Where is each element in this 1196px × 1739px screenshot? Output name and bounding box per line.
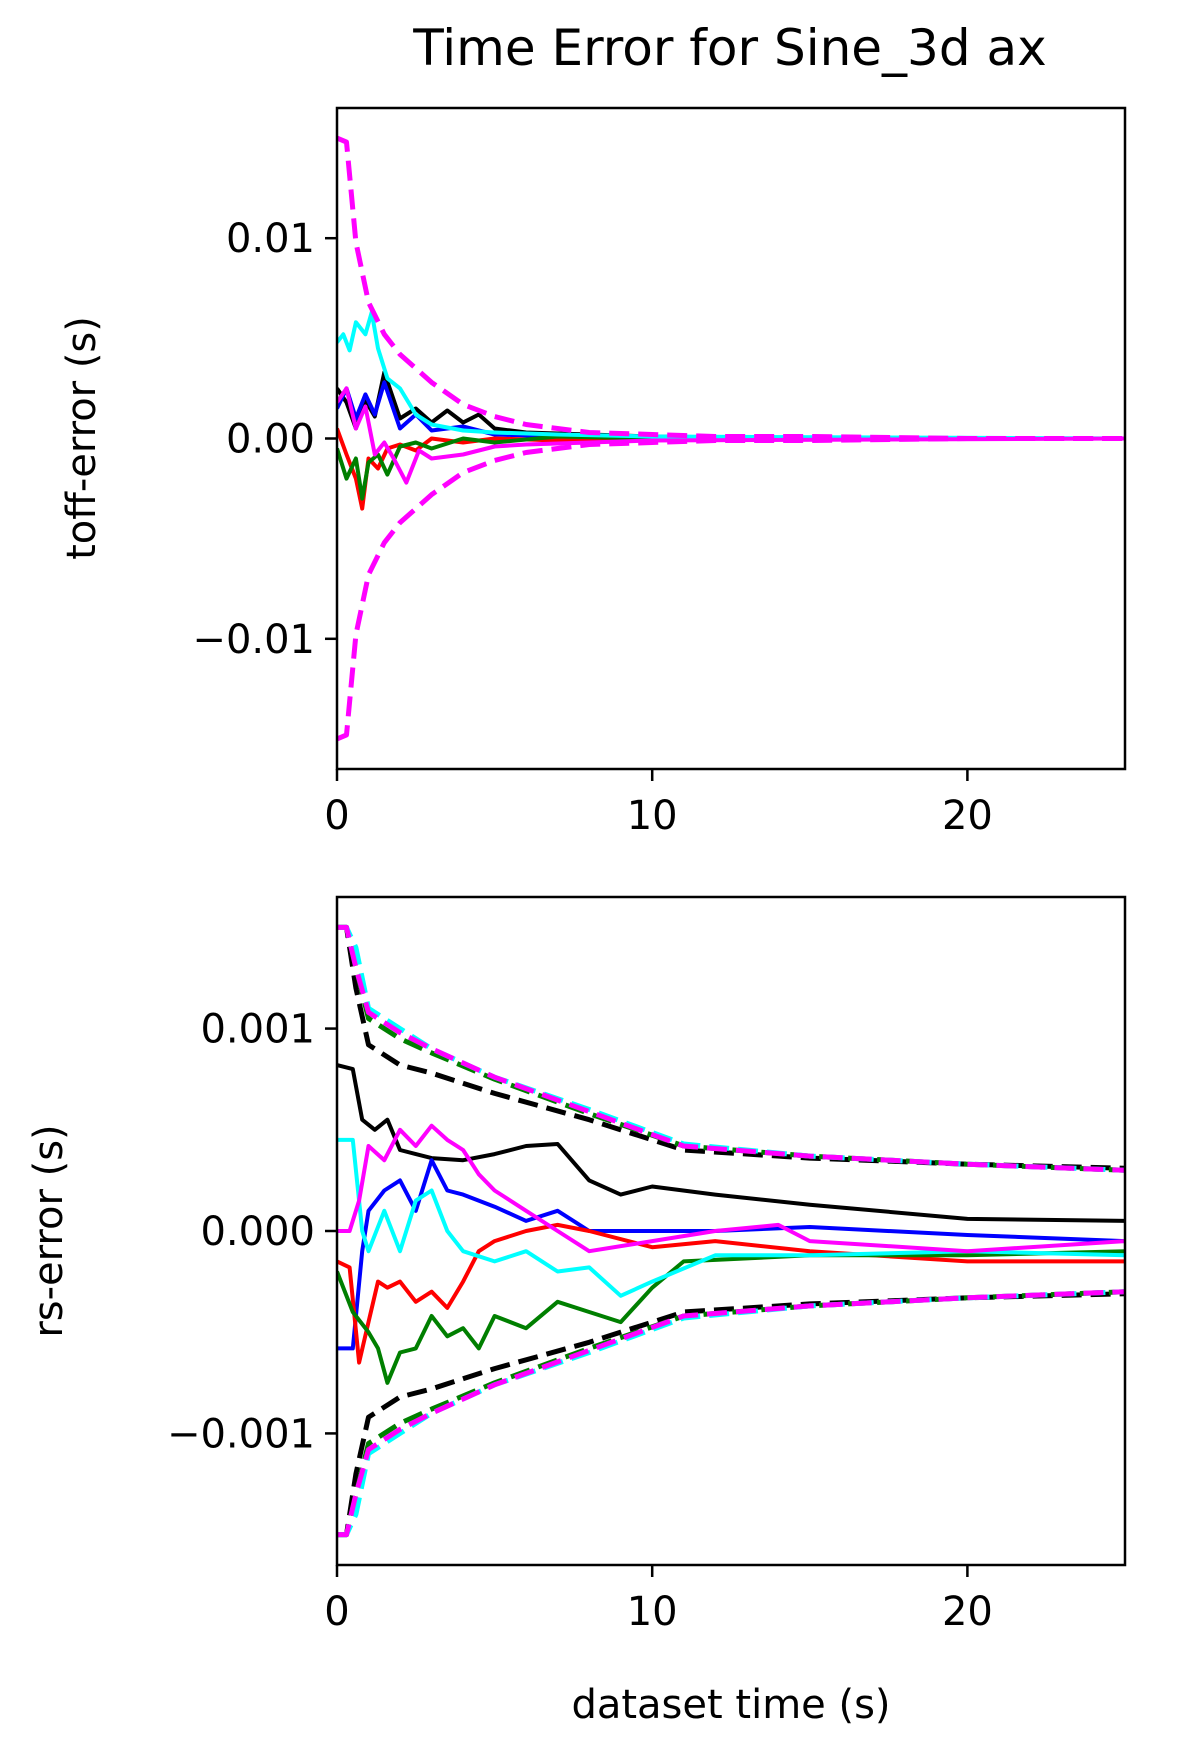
rs-error-xlabel: dataset time (s): [571, 1682, 890, 1728]
rs-error-series-black-bound: [337, 1291, 1125, 1538]
rs-error-ytick-label: 0.000: [200, 1209, 315, 1255]
rs-error-ylabel: rs-error (s): [26, 1124, 72, 1337]
toff-error-ticks: 0 10 20 0.01 0.00 −0.01: [192, 216, 992, 839]
rs-error-ytick-label: −0.001: [167, 1411, 315, 1457]
rs-error-series-green-bound: [337, 1289, 1125, 1538]
toff-error-ytick-label: 0.01: [226, 216, 315, 262]
rs-error-series-cyan-line: [337, 1137, 1125, 1298]
toff-error-xtick-label: 10: [627, 793, 678, 839]
rs-error-ytick-label: 0.001: [200, 1007, 315, 1053]
toff-error-ylabel: toff-error (s): [59, 316, 105, 560]
rs-error-series-magenta-bound: [337, 1289, 1125, 1538]
rs-error-series-red-line: [337, 1222, 1125, 1365]
rs-error-xtick-label: 0: [324, 1589, 349, 1635]
toff-error-series-cyan-line: [337, 310, 1125, 441]
rs-error-series-cyan-bound: [337, 1289, 1125, 1538]
rs-error-xtick-label: 10: [627, 1589, 678, 1635]
rs-error-ticks: 0 10 20 0.001 0.000 −0.001: [167, 1007, 993, 1635]
rs-error-panel: 0 10 20 0.001 0.000 −0.001 rs-error (s) datas…: [26, 895, 1127, 1728]
rs-error-series-black-bound: [337, 924, 1125, 1171]
toff-error-series-magenta-line: [337, 386, 1125, 485]
toff-error-series-magenta-bound: [337, 135, 1125, 441]
rs-error-series-cyan-bound: [337, 924, 1125, 1173]
toff-error-xtick-label: 20: [942, 793, 993, 839]
toff-error-series-magenta-bound: [337, 436, 1125, 742]
rs-error-series-magenta-line: [337, 1123, 1125, 1254]
rs-error-xtick-label: 20: [942, 1589, 993, 1635]
toff-error-xtick-label: 0: [324, 793, 349, 839]
rs-error-series-green-bound: [337, 924, 1125, 1173]
toff-error-series-green-line: [337, 434, 1125, 501]
rs-error-series-green-line: [337, 1249, 1125, 1385]
toff-error-ytick-label: −0.01: [192, 617, 315, 663]
rs-error-series-black-line: [337, 1063, 1125, 1223]
chart-title: Time Error for Sine_3d ax: [412, 19, 1046, 77]
toff-error-panel: 0 10 20 0.01 0.00 −0.01 toff-error (s): [59, 106, 1127, 839]
toff-error-ytick-label: 0.00: [226, 417, 315, 463]
rs-error-lines: [337, 924, 1125, 1538]
rs-error-series-magenta-bound: [337, 924, 1125, 1173]
toff-error-lines: [337, 135, 1125, 742]
